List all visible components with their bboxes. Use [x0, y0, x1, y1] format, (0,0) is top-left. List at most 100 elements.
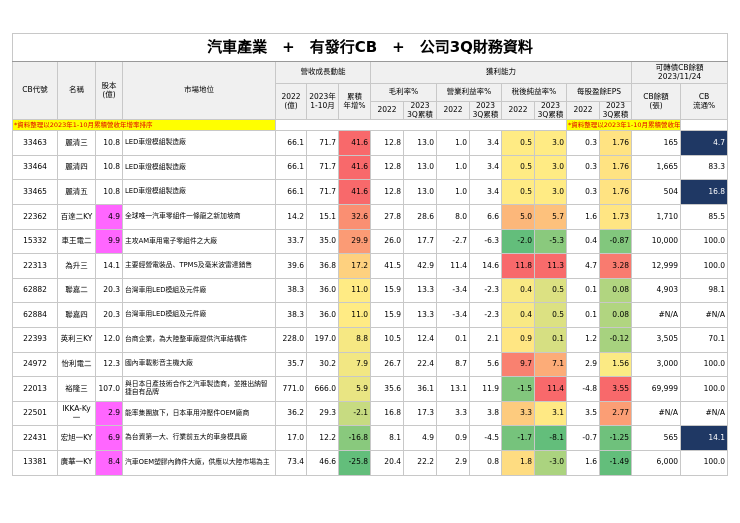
cell: 41.6: [338, 154, 371, 181]
cell: 17.0: [275, 425, 307, 451]
cell: 26.7: [370, 351, 404, 378]
cell: 33463: [12, 130, 58, 156]
cell: #N/A: [679, 400, 729, 427]
cell: 66.1: [275, 130, 307, 156]
header-cell: 名稱: [57, 60, 96, 121]
cell: 9.9: [95, 228, 123, 255]
header-cell: 累積 年增%: [338, 82, 371, 121]
cell: -8.1: [534, 425, 567, 451]
header-cell: 獲利能力: [370, 61, 632, 84]
cell: 22013: [12, 376, 58, 402]
header-cell: 可轉債CB餘額 2023/11/24: [630, 61, 729, 84]
cell: 17.2: [338, 253, 371, 279]
cell: 5.6: [469, 351, 502, 378]
cell: 14.6: [469, 253, 502, 279]
cell: 車王電二: [57, 228, 96, 255]
cell: 1.6: [566, 449, 600, 476]
cell: 台灣車用LED模組及元件廠: [122, 302, 276, 328]
data-row: 22013 裕隆三 107.0 與日本日產技術合作之汽車製造商，並推出納智捷自有品牌 7…: [12, 376, 729, 402]
cell: 0.5: [501, 154, 535, 181]
cell: 0.4: [501, 277, 535, 304]
cell: #N/A: [631, 302, 681, 328]
header-cell: 2023 3Q累積: [403, 100, 437, 121]
cell: 7.1: [534, 351, 567, 378]
cell: 1,710: [631, 204, 681, 230]
header-cell: 股本 (億): [95, 60, 123, 121]
cell: 197.0: [306, 327, 339, 353]
header-cell: 2022: [566, 100, 600, 121]
cell: 10.8: [95, 154, 123, 181]
cell: -0.12: [599, 327, 632, 353]
cell: 4,903: [631, 277, 681, 304]
cell: 11.8: [501, 253, 535, 279]
cell: 565: [631, 425, 681, 451]
cell: 8.8: [338, 327, 371, 353]
cell: 1.8: [501, 449, 535, 476]
cell: 0.08: [599, 302, 632, 328]
header-cell: 2023 3Q累積: [469, 100, 502, 121]
header-cell: 營業利益率%: [436, 83, 502, 102]
cell: 4.9: [95, 204, 123, 230]
cell: 5.0: [501, 204, 535, 230]
cell: 1.76: [599, 179, 632, 206]
cell: 0.4: [501, 302, 535, 328]
cell: 3.3: [436, 400, 470, 427]
cell: 36.1: [403, 376, 437, 402]
cell: 13.3: [403, 302, 437, 328]
cell: 10.8: [95, 130, 123, 156]
cell: 3.0: [534, 179, 567, 206]
cell: 百達二KY: [57, 204, 96, 230]
cell: -2.3: [469, 302, 502, 328]
cell: 1,665: [631, 154, 681, 181]
cell: 33465: [12, 179, 58, 206]
cell: 11.9: [469, 376, 502, 402]
cell: 麗清四: [57, 154, 96, 181]
cell: -1.49: [599, 449, 632, 476]
cell: 38.3: [275, 302, 307, 328]
cell: 國內車載影音主機大廠: [122, 351, 276, 378]
cell: 39.6: [275, 253, 307, 279]
note-gap: [679, 119, 729, 132]
cell: 1.6: [566, 204, 600, 230]
cell: 0.08: [599, 277, 632, 304]
cell: 22393: [12, 327, 58, 353]
note: *資料整理以2023年1-10月累積營收年增率排序: [12, 119, 276, 132]
cell: 2.9: [95, 400, 123, 427]
cell: 28.6: [403, 204, 437, 230]
data-row: 22362 百達二KY 4.9 全球唯一汽車零組件一條龍之新加坡商 14.2 15.1 32…: [12, 204, 729, 230]
cell: 2.77: [599, 400, 632, 427]
cell: 10.8: [95, 179, 123, 206]
cell: 12.8: [370, 179, 404, 206]
cell: 10.5: [370, 327, 404, 353]
cell: 24972: [12, 351, 58, 378]
cell: 35.7: [275, 351, 307, 378]
cell: 36.2: [275, 400, 307, 427]
cell: 麗清三: [57, 130, 96, 156]
cell: 台商企業，為大陸整車廠提供汽車結構件: [122, 327, 276, 353]
cell: 20.4: [370, 449, 404, 476]
cell: 英利三KY: [57, 327, 96, 353]
cell: 85.5: [679, 204, 729, 230]
cell: 41.5: [370, 253, 404, 279]
cell: 15.9: [370, 277, 404, 304]
cell: 0.5: [534, 277, 567, 304]
cell: 15.9: [370, 302, 404, 328]
cell: 主要經營電裝品、TPMS及毫米波雷達銷售: [122, 253, 276, 279]
cell: 504: [631, 179, 681, 206]
cell: 66.1: [275, 154, 307, 181]
cell: 0.4: [566, 228, 600, 255]
header-cell: 市場地位: [122, 60, 276, 121]
cell: 0.5: [534, 302, 567, 328]
cell: 11.4: [436, 253, 470, 279]
data-row: 24972 怡利電二 12.3 國內車載影音主機大廠 35.7 30.2 7.9 26.7 22…: [12, 351, 729, 378]
cell: 1.2: [566, 327, 600, 353]
cell: 30.2: [306, 351, 339, 378]
header-cell: 2023 3Q累積: [599, 100, 632, 121]
cell: 71.7: [306, 179, 339, 206]
cell: 100.0: [679, 228, 729, 255]
cell: 13.0: [403, 154, 437, 181]
cell: 35.0: [306, 228, 339, 255]
header-cell: 營收成長動能: [275, 61, 371, 84]
cell: 1.0: [436, 130, 470, 156]
cell: 17.3: [403, 400, 437, 427]
